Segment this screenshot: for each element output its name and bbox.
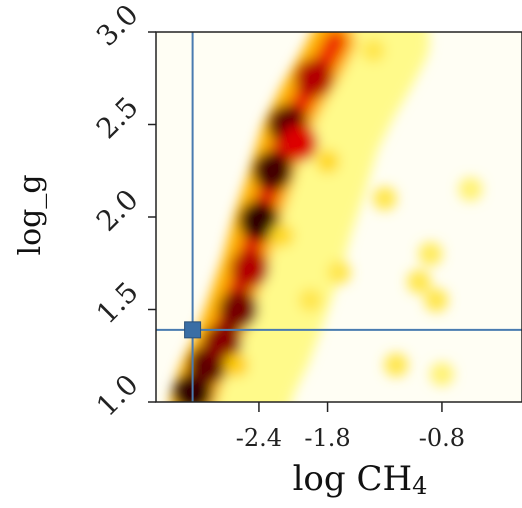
heatmap-cell: [384, 353, 409, 377]
heatmap-cell: [424, 288, 449, 313]
y-tick-label: 1.5: [90, 275, 145, 330]
y-tick-label: 2.0: [90, 183, 145, 238]
heatmap-cell: [407, 269, 432, 294]
heatmap-cell: [458, 177, 483, 202]
y-axis-ticks: 1.0 1.5 2.0 2.5 3.0: [90, 0, 156, 423]
heatmap-cell: [280, 124, 318, 162]
heatmap-cell: [315, 149, 340, 174]
heatmap-cell: [418, 242, 443, 266]
x-axis-label-subscript: 4: [412, 472, 427, 500]
x-tick-label: -2.4: [236, 424, 282, 452]
x-axis-label: log CH4: [293, 459, 428, 500]
y-tick-label: 3.0: [90, 0, 145, 53]
heatmap-cell: [202, 323, 242, 363]
x-axis-ticks: -2.4 -1.8 -0.8: [236, 402, 465, 452]
y-axis-label: log_g: [13, 174, 48, 255]
x-tick-label: -1.8: [304, 424, 350, 452]
heatmap-cell: [218, 289, 258, 330]
y-tick-label: 1.0: [90, 368, 145, 423]
y-tick-label: 2.5: [90, 90, 145, 145]
heatmap-cell: [298, 288, 323, 313]
heatmap-density: [169, 32, 483, 402]
heatmap-cell: [429, 362, 454, 387]
heatmap-cell: [361, 38, 386, 63]
heatmap-cell: [294, 59, 333, 98]
x-tick-label: -0.8: [419, 424, 465, 452]
heatmap-cell: [269, 223, 294, 248]
heatmap-cell: [327, 260, 351, 285]
heatmap-cell: [224, 353, 249, 377]
heatmap-cell: [230, 249, 269, 288]
heatmap-cell: [238, 200, 279, 241]
reference-marker: [184, 321, 202, 339]
heatmap-cell: [252, 150, 293, 191]
heatmap-cell: [372, 186, 397, 211]
reference-lines: [156, 32, 522, 402]
heatmap-halo: [199, 32, 430, 402]
